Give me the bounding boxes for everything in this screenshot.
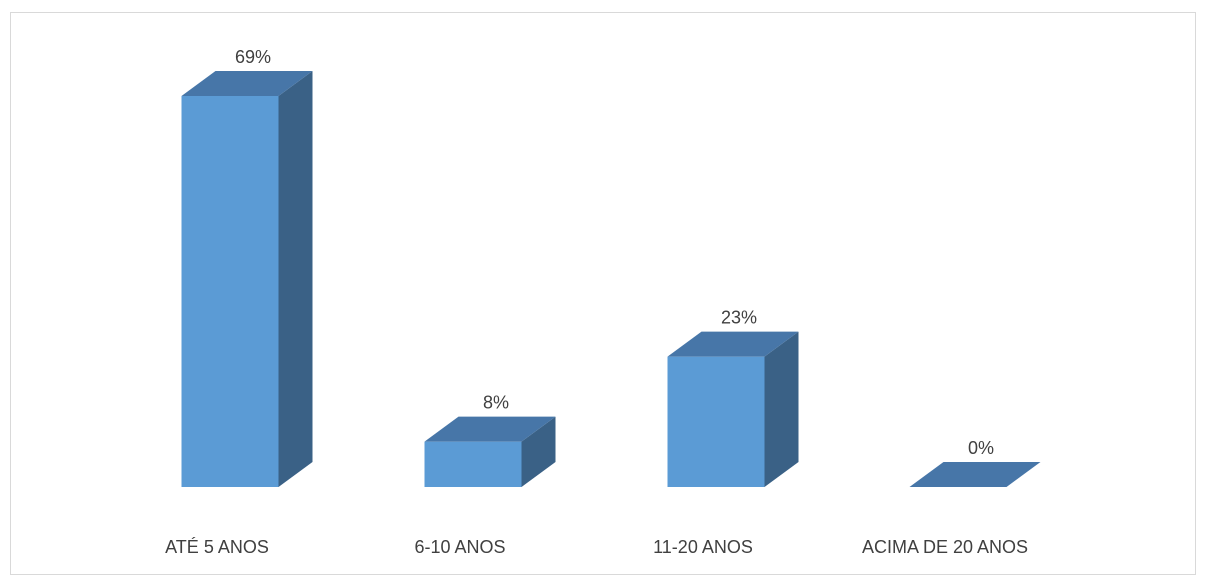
- bar-side-6-10-anos: [521, 416, 556, 487]
- bar-front-6-10-anos: [424, 441, 522, 487]
- bar-11-20-anos: [667, 331, 799, 487]
- bar-side-at-5-anos: [278, 71, 313, 487]
- bar-front-at-5-anos: [181, 96, 279, 487]
- bar-at-5-anos: [181, 71, 313, 487]
- data-label-6-10-anos: 8%: [483, 393, 509, 413]
- bar-top-acima-de-20-anos: [909, 462, 1041, 487]
- category-label-acima-de-20-anos: ACIMA DE 20 ANOS: [862, 537, 1028, 557]
- data-labels-group: 69% 8% 23% 0%: [235, 47, 994, 458]
- bar-top-11-20-anos: [667, 331, 799, 357]
- category-label-11-20-anos: 11-20 ANOS: [653, 537, 753, 557]
- bar-top-6-10-anos: [424, 416, 556, 442]
- bar-front-11-20-anos: [667, 356, 765, 487]
- bar-6-10-anos: [424, 416, 556, 487]
- bar-acima-de-20-anos: [909, 462, 1041, 487]
- bars-group: [181, 71, 1041, 487]
- data-label-acima-de-20-anos: 0%: [968, 438, 994, 458]
- bar-top-at-5-anos: [181, 71, 313, 96]
- category-label-at-5-anos: ATÉ 5 ANOS: [165, 537, 269, 557]
- category-labels-group: ATÉ 5 ANOS 6-10 ANOS 11-20 ANOS ACIMA DE 20…: [165, 537, 1028, 557]
- category-label-6-10-anos: 6-10 ANOS: [414, 537, 505, 557]
- data-label-at-5-anos: 69%: [235, 47, 271, 67]
- data-label-11-20-anos: 23%: [721, 308, 757, 328]
- bar-side-11-20-anos: [764, 331, 799, 487]
